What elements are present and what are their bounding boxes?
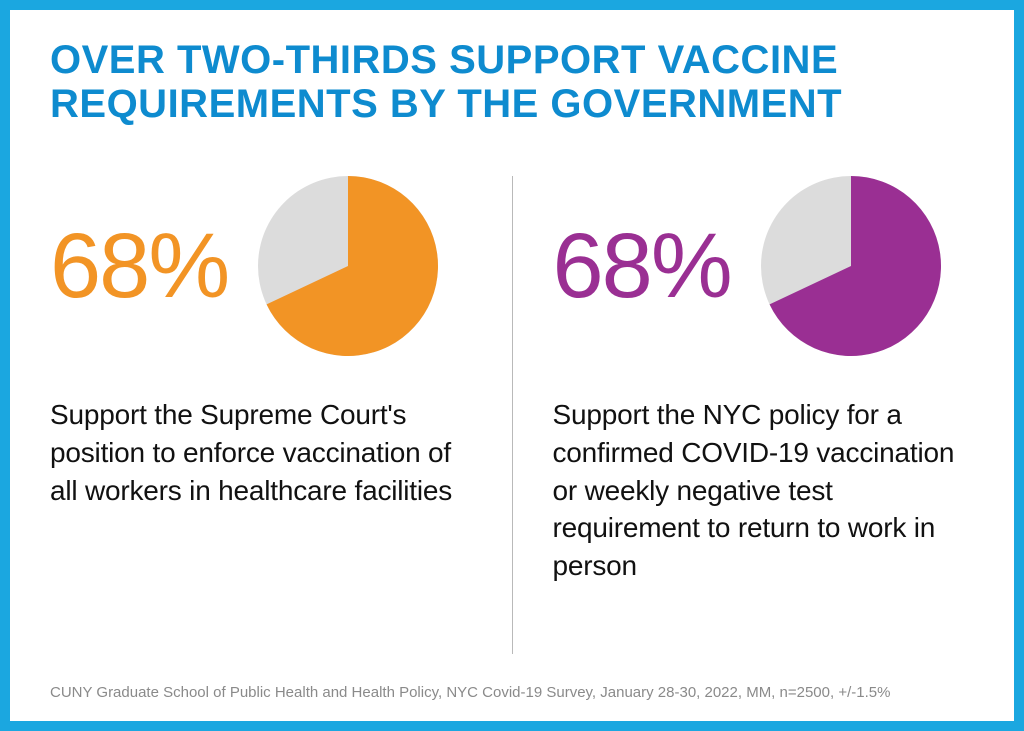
pie-chart-left <box>258 176 438 356</box>
pie-chart-right <box>761 176 941 356</box>
panel-right-top: 68% <box>553 166 975 366</box>
percent-label-right: 68% <box>553 220 731 312</box>
description-right: Support the NYC policy for a confirmed C… <box>553 396 975 585</box>
main-title: OVER TWO-THIRDS SUPPORT VACCINE REQUIREM… <box>50 38 974 126</box>
description-left: Support the Supreme Court's position to … <box>50 396 472 509</box>
source-footer: CUNY Graduate School of Public Health an… <box>50 664 974 701</box>
panels-row: 68% Support the Supreme Court's position… <box>50 166 974 664</box>
infographic-frame: OVER TWO-THIRDS SUPPORT VACCINE REQUIREM… <box>0 0 1024 731</box>
panel-left-top: 68% <box>50 166 472 366</box>
panel-right: 68% Support the NYC policy for a confirm… <box>553 166 975 664</box>
percent-label-left: 68% <box>50 220 228 312</box>
panel-left: 68% Support the Supreme Court's position… <box>50 166 472 664</box>
vertical-divider <box>512 176 513 654</box>
